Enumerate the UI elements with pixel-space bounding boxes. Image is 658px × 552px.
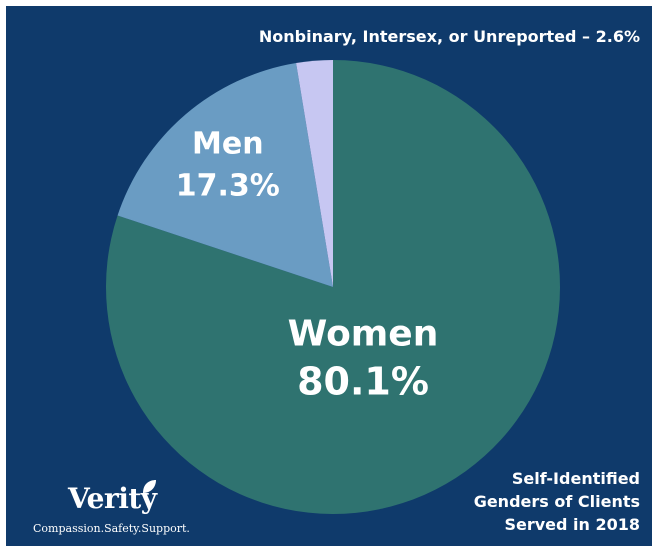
caption-line-1: Self-Identified [511, 469, 640, 488]
annotation-nonbinary-label: Nonbinary, Intersex, or Unreported – 2.6… [259, 27, 640, 46]
pie-slice-nonbinary [296, 60, 333, 287]
slice-value-men: 17.3% [176, 169, 280, 204]
pie-slice-men [117, 63, 333, 287]
slice-label-women: Women [288, 314, 439, 355]
leaf-icon [143, 480, 156, 493]
verity-logo: Verity Compassion.Safety.Support. [30, 480, 200, 540]
logo-tagline: Compassion.Safety.Support. [33, 522, 190, 535]
slice-label-men: Men [192, 127, 264, 162]
pie-slice-women [105, 60, 560, 514]
caption-line-3: Served in 2018 [504, 515, 640, 534]
infographic-frame: Women 80.1% Men 17.3% Nonbinary, Intersex, … [6, 6, 652, 546]
caption-line-2: Genders of Clients [473, 492, 640, 511]
slice-value-women: 80.1% [297, 359, 429, 403]
chart-caption: Self-Identified Genders of Clients Serve… [400, 467, 640, 536]
logo-name: Verity [68, 482, 157, 515]
